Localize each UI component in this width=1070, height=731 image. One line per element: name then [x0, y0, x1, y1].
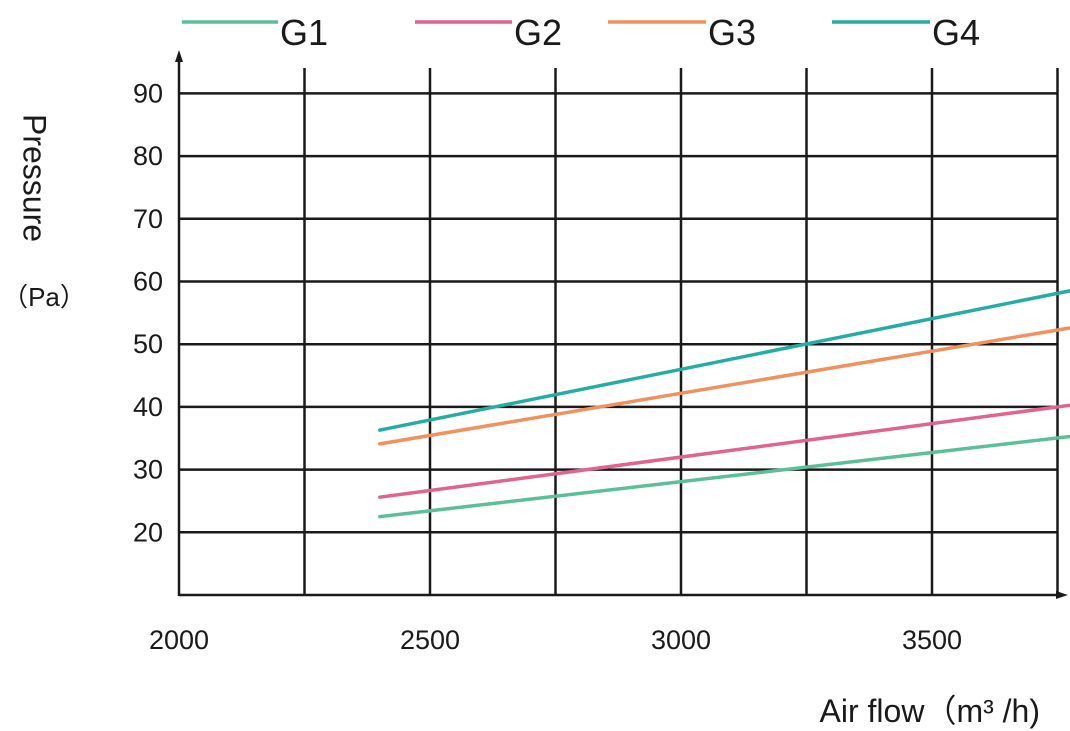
y-tick-labels: 20 30 40 50 60 70 80 90 [133, 78, 163, 547]
y-axis-arrow [175, 50, 183, 62]
series-line-g3 [378, 326, 1070, 446]
y-tick-label: 70 [133, 204, 163, 234]
y-tick-label: 60 [133, 267, 163, 297]
legend-label-g4: G4 [932, 12, 980, 53]
legend-label-g2: G2 [514, 12, 562, 53]
x-tick-labels: 2000250030003500400045005000 [149, 625, 962, 655]
series-line-g2 [378, 403, 1070, 499]
legend: G1 G2 G3 G4 [182, 12, 980, 53]
x-tick-label: 3000 [651, 625, 711, 655]
legend-label-g1: G1 [280, 12, 328, 53]
y-tick-label: 20 [133, 517, 163, 547]
x-tick-label: 3500 [902, 625, 962, 655]
x-tick-label: 2500 [400, 625, 460, 655]
y-tick-label: 40 [133, 392, 163, 422]
y-axis-title: Pressure [17, 114, 53, 242]
series-lines [378, 289, 1070, 519]
y-tick-label: 90 [133, 78, 163, 108]
series-line-g1 [378, 434, 1070, 519]
x-axis-title: Air flow（m³ /h) [820, 693, 1040, 729]
x-axis-arrow [1056, 591, 1068, 599]
y-tick-label: 50 [133, 329, 163, 359]
x-tick-label: 2000 [149, 625, 209, 655]
y-tick-label: 30 [133, 455, 163, 485]
legend-label-g3: G3 [708, 12, 756, 53]
axes [175, 50, 1068, 599]
grid [179, 68, 1059, 595]
y-axis-unit: （Pa） [2, 282, 86, 312]
series-line-g4 [378, 289, 1070, 432]
y-tick-label: 80 [133, 141, 163, 171]
